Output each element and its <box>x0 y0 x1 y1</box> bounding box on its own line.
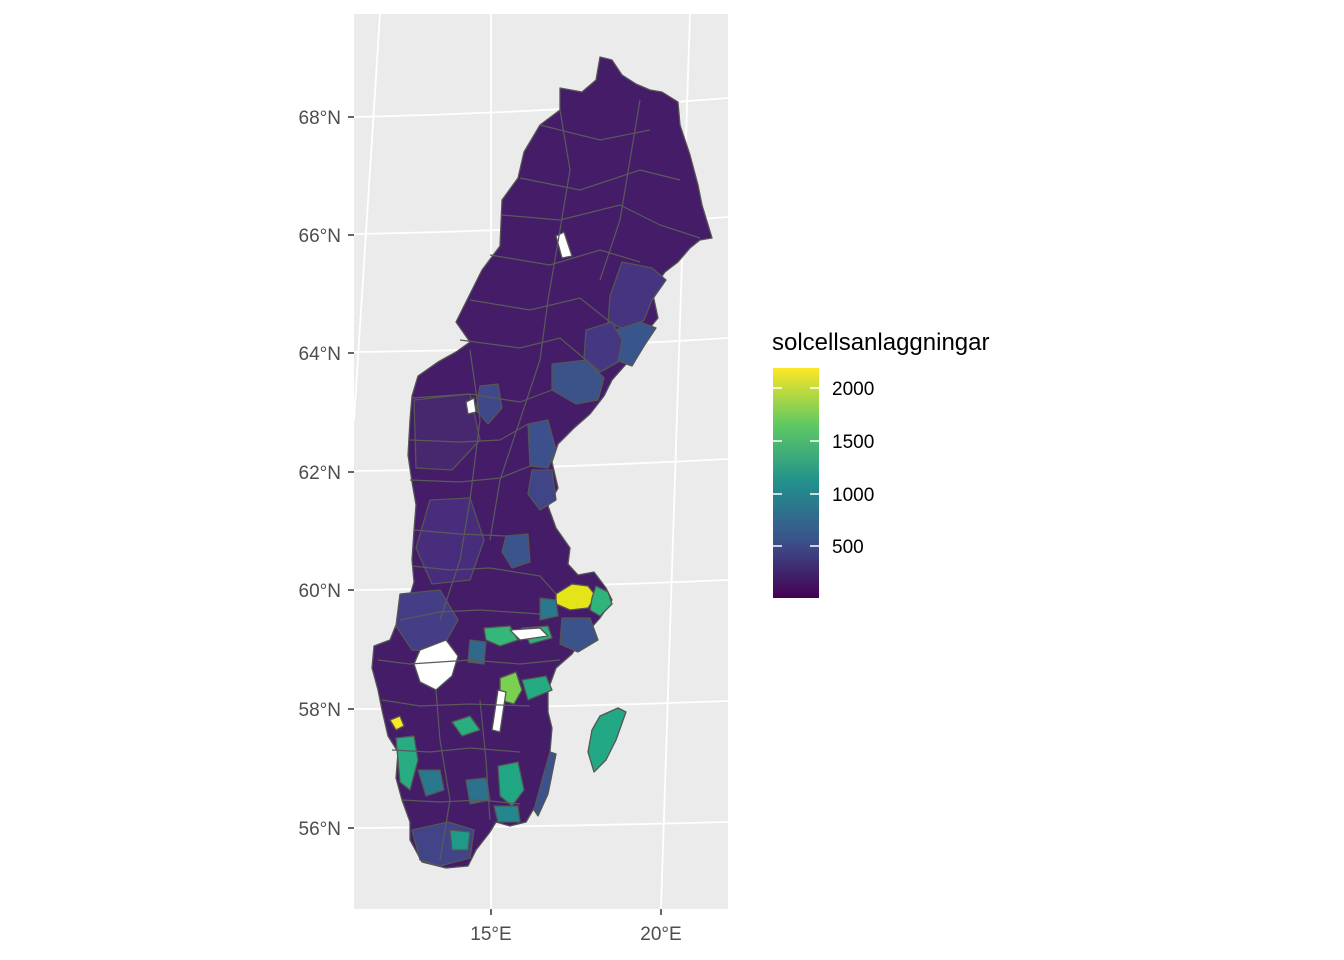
lake-vanern <box>413 639 459 691</box>
border-line <box>539 124 651 141</box>
municipality-borders <box>377 99 701 861</box>
border-line <box>411 389 553 403</box>
border-line <box>411 565 557 595</box>
legend-label: 500 <box>832 537 864 558</box>
y-tick-label: 64°N <box>299 344 341 365</box>
border-line <box>409 465 531 483</box>
border-line <box>381 699 531 707</box>
region-gavle <box>501 533 531 569</box>
legend-ticks <box>773 387 819 547</box>
region-goteborg <box>389 715 405 731</box>
region-norrtalje <box>589 585 613 617</box>
border-line <box>391 747 521 753</box>
x-tick-label: 15°E <box>470 924 511 945</box>
y-axis-labels: 68°N 66°N 64°N 62°N 60°N 58°N 56°N <box>299 108 341 840</box>
region-vasteras <box>483 625 519 647</box>
x-axis-labels: 15°E 20°E <box>470 924 681 945</box>
region-enkoping <box>539 597 559 621</box>
x-tick-label: 20°E <box>640 924 681 945</box>
legend-label: 1000 <box>832 485 874 506</box>
y-tick-label: 68°N <box>299 108 341 129</box>
y-tick-label: 62°N <box>299 463 341 484</box>
border-line <box>439 349 481 621</box>
region-jonkoping <box>451 715 481 737</box>
region-stockholm <box>559 617 599 653</box>
legend-title: solcellsanlaggningar <box>772 329 989 356</box>
border-line <box>377 659 561 665</box>
y-tick-label: 58°N <box>299 700 341 721</box>
graticule-line-56n <box>353 821 729 829</box>
lake-vattern <box>491 689 507 733</box>
graticule-line-10e <box>353 13 381 421</box>
region-vaxjo <box>465 777 491 805</box>
y-tick-label: 60°N <box>299 581 341 602</box>
y-tick-label: 56°N <box>299 819 341 840</box>
region-orebro <box>467 639 487 665</box>
legend-label: 2000 <box>832 379 874 400</box>
region-norrkoping <box>521 675 553 701</box>
border-line <box>501 204 701 239</box>
border-line <box>489 249 641 266</box>
lake-malaren <box>509 627 549 641</box>
region-oland <box>533 751 557 817</box>
region-hudiksvall <box>527 469 557 511</box>
region-gotland <box>587 707 627 773</box>
region-norrbotten-coast <box>607 261 667 331</box>
y-tick-label: 66°N <box>299 226 341 247</box>
axis-ticks <box>348 116 662 915</box>
border-line <box>519 169 681 191</box>
region-gavleborg-coast <box>527 419 557 469</box>
region-skane-east <box>449 829 471 851</box>
sweden-map <box>371 56 713 869</box>
border-line <box>435 689 451 861</box>
legend-label: 1500 <box>832 432 874 453</box>
border-line <box>409 423 529 443</box>
region-kalmar <box>497 761 525 807</box>
lake-storsjon <box>465 397 477 415</box>
lake-norrbotten <box>555 231 573 259</box>
region-dalarna <box>415 497 485 585</box>
border-line <box>469 297 611 323</box>
region-halland <box>395 735 419 791</box>
legend: solcellsanlaggningar 2000 1500 1000 500 <box>772 329 989 598</box>
region-ostersund <box>475 383 503 425</box>
region-varberg <box>417 769 445 797</box>
border-line <box>599 99 641 281</box>
border-line <box>399 609 541 621</box>
border-line <box>489 109 571 541</box>
region-blekinge <box>493 805 521 823</box>
border-line <box>479 699 491 821</box>
border-line <box>459 337 587 361</box>
legend-colorbar <box>773 368 819 598</box>
border-line <box>401 799 521 805</box>
